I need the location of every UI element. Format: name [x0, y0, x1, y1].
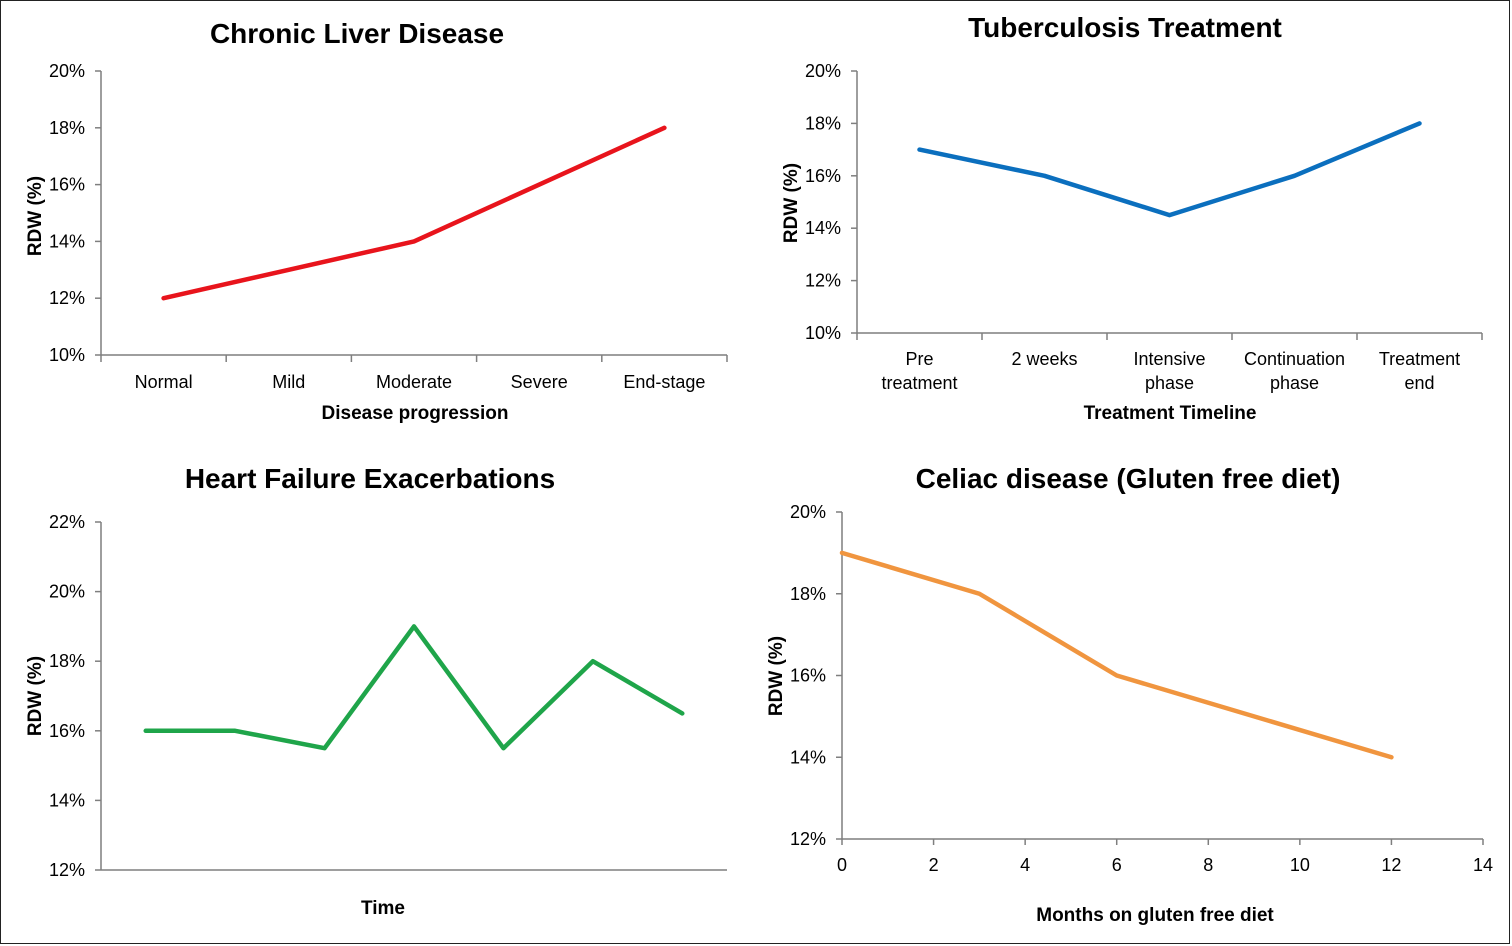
- y-tick-label: 12%: [49, 288, 85, 308]
- y-tick-label: 22%: [49, 512, 85, 532]
- x-axis-label: Time: [361, 898, 405, 919]
- y-tick-label: 20%: [49, 582, 85, 602]
- y-tick-label: 16%: [805, 166, 841, 186]
- x-tick-label: Moderate: [376, 372, 452, 392]
- x-tick-label: Mild: [272, 372, 305, 392]
- y-tick-label: 18%: [790, 584, 826, 604]
- x-tick-label: 12: [1381, 855, 1401, 875]
- data-point: [144, 729, 148, 733]
- y-tick-label: 20%: [805, 61, 841, 81]
- x-tick-label: 14: [1473, 855, 1493, 875]
- data-point: [323, 746, 327, 750]
- y-tick-label: 16%: [49, 721, 85, 741]
- chart-panel-chronic-liver-disease: Chronic Liver Disease RDW (%) Disease pr…: [25, 18, 728, 424]
- y-axis-label: RDW (%): [766, 636, 787, 716]
- y-tick-label: 14%: [49, 231, 85, 251]
- y-axis-label: RDW (%): [25, 176, 46, 256]
- chart-panel-heart-failure-exacerbations: Heart Failure Exacerbations RDW (%) Time…: [25, 463, 727, 919]
- data-point: [233, 729, 237, 733]
- y-tick-label: 14%: [49, 790, 85, 810]
- y-tick-label: 18%: [49, 651, 85, 671]
- data-point: [1389, 755, 1393, 759]
- y-tick-label: 16%: [49, 175, 85, 195]
- x-tick-label: phase: [1270, 373, 1319, 393]
- x-tick-label: treatment: [881, 373, 957, 393]
- series-line: [839, 550, 1394, 760]
- data-point: [1168, 213, 1171, 217]
- series-line: [161, 125, 667, 301]
- y-tick-label: 10%: [805, 323, 841, 343]
- x-tick-label: Intensive: [1133, 349, 1205, 369]
- x-tick-label: 4: [1020, 855, 1030, 875]
- data-point: [412, 239, 416, 243]
- data-point: [412, 624, 416, 628]
- y-tick-label: 18%: [805, 113, 841, 133]
- data-point: [1293, 174, 1296, 178]
- chart-title: Heart Failure Exacerbations: [185, 463, 555, 494]
- y-tick-label: 12%: [805, 271, 841, 291]
- x-tick-label: 10: [1290, 855, 1310, 875]
- x-axis-label: Disease progression: [322, 403, 509, 424]
- x-tick-label: end: [1404, 373, 1434, 393]
- data-point: [501, 746, 505, 750]
- series-line: [917, 121, 1422, 218]
- x-tick-label: Pre: [905, 349, 933, 369]
- y-axis-label: RDW (%): [25, 656, 46, 736]
- x-axis-label: Months on gluten free diet: [1036, 905, 1274, 926]
- data-point: [591, 659, 595, 663]
- data-point: [162, 296, 166, 300]
- series-line: [143, 624, 685, 751]
- chart-title: Tuberculosis Treatment: [968, 12, 1282, 43]
- x-axis-label: Treatment Timeline: [1084, 403, 1257, 424]
- x-tick-label: 2: [929, 855, 939, 875]
- x-tick-label: 2 weeks: [1011, 349, 1077, 369]
- y-tick-label: 14%: [790, 747, 826, 767]
- y-tick-label: 16%: [790, 666, 826, 686]
- x-tick-label: End-stage: [623, 372, 705, 392]
- y-tick-label: 14%: [805, 218, 841, 238]
- data-point: [1418, 121, 1421, 125]
- chart-panel-celiac-disease: Celiac disease (Gluten free diet) RDW (%…: [766, 463, 1493, 926]
- x-tick-label: Continuation: [1244, 349, 1345, 369]
- y-tick-label: 18%: [49, 118, 85, 138]
- data-point: [662, 126, 666, 130]
- data-point: [1115, 674, 1119, 677]
- y-tick-label: 20%: [790, 502, 826, 522]
- y-tick-label: 20%: [49, 61, 85, 81]
- y-tick-label: 12%: [49, 860, 85, 880]
- data-point: [918, 148, 921, 152]
- y-tick-label: 10%: [49, 345, 85, 365]
- x-tick-label: 0: [837, 855, 847, 875]
- chart-panel-tuberculosis-treatment: Tuberculosis Treatment RDW (%) Treatment…: [781, 12, 1483, 424]
- x-tick-label: phase: [1145, 373, 1194, 393]
- chart-title: Celiac disease (Gluten free diet): [916, 463, 1341, 494]
- data-point: [840, 551, 844, 555]
- y-tick-label: 12%: [790, 829, 826, 849]
- x-tick-label: 8: [1203, 855, 1213, 875]
- x-tick-label: 6: [1112, 855, 1122, 875]
- data-point: [680, 711, 684, 715]
- chart-title: Chronic Liver Disease: [210, 18, 504, 49]
- x-tick-label: Severe: [511, 372, 568, 392]
- x-tick-label: Normal: [135, 372, 193, 392]
- y-axis-label: RDW (%): [781, 163, 802, 243]
- data-point: [1043, 174, 1046, 178]
- data-point: [977, 592, 981, 596]
- x-tick-label: Treatment: [1379, 349, 1460, 369]
